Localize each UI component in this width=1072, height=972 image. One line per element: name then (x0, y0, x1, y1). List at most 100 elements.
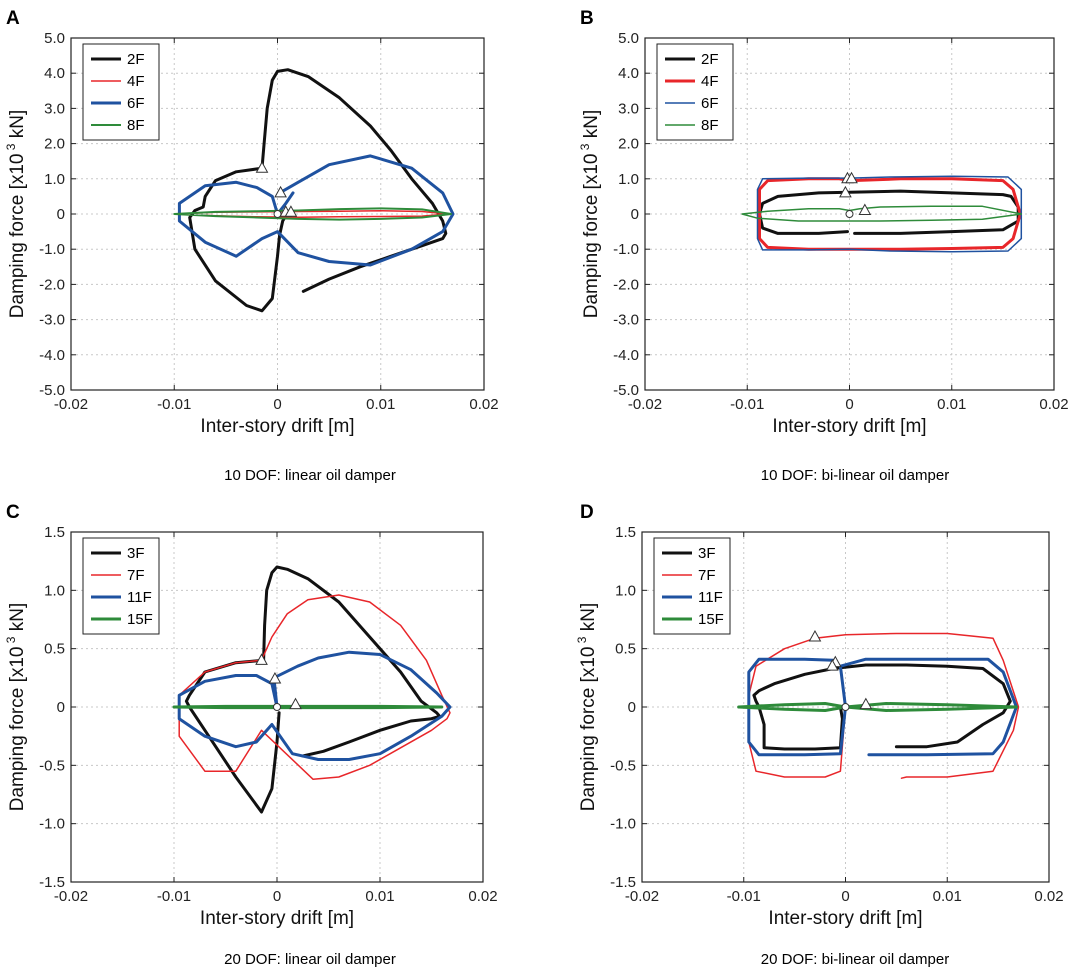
panel-a: -0.02 -0.01 0 0.01 0.02 -5.0 -4.0 -3.0 -2.0 -1.0 0… (4, 8, 499, 484)
legend-label-4f: 4F (127, 73, 145, 90)
x-tick-label: 0.01 (933, 888, 962, 905)
x-tick-label: -0.02 (625, 888, 659, 905)
series-line-3f-b (831, 663, 1012, 749)
legend-label-4f: 4F (701, 73, 719, 90)
y-tick-label: 2.0 (44, 136, 65, 153)
y-tick-label: -1.5 (610, 874, 636, 891)
y-tick-label: -4.0 (39, 347, 65, 364)
y-axis-label: Damping force [x10 3 kN] (4, 110, 28, 319)
triangle-marker (858, 203, 872, 215)
panel-letter: A (6, 8, 20, 29)
panel-caption: 20 DOF: bi-linear oil damper (761, 951, 949, 968)
triangle-marker (289, 697, 302, 710)
y-tick-label: -5.0 (39, 382, 65, 399)
y-axis-label: Damping force [x10 3 kN] (575, 603, 599, 812)
y-tick-label: -1.5 (39, 874, 65, 891)
y-tick-label: 1.5 (44, 524, 65, 541)
panel-d: -0.02 -0.01 0 0.01 0.02 -1.5 -1.0 -0.5 0 0.5 1.0 1.… (575, 502, 1064, 968)
y-tick-label: -1.0 (610, 816, 636, 833)
x-tick-label: -0.01 (157, 396, 191, 413)
y-tick-label: 0.5 (44, 641, 65, 658)
x-tick-label: -0.01 (727, 888, 761, 905)
series-line-8f (741, 205, 1023, 222)
y-tick-label: -0.5 (39, 757, 65, 774)
y-tick-label: -1.0 (39, 816, 65, 833)
x-axis-label: Inter-story drift [m] (200, 416, 354, 437)
triangle-marker (845, 171, 858, 184)
series-line-3f (752, 667, 844, 751)
x-tick-label: 0.01 (937, 396, 966, 413)
panel-caption: 10 DOF: bi-linear oil damper (761, 467, 949, 484)
legend-label-2f: 2F (701, 51, 719, 68)
y-tick-label: 3.0 (618, 100, 639, 117)
x-tick-label: -0.02 (54, 888, 88, 905)
series-group (741, 175, 1023, 253)
y-tick-label: 0 (631, 206, 639, 223)
y-tick-label: -5.0 (613, 382, 639, 399)
triangle-marker (284, 205, 298, 217)
legend-label-6f: 6F (701, 95, 719, 112)
y-tick-label: 1.0 (615, 582, 636, 599)
series-line-15f (172, 704, 444, 710)
x-tick-label: 0 (845, 396, 853, 413)
circle-marker (841, 703, 850, 711)
panel-letter: D (580, 502, 594, 523)
y-tick-label: 0 (57, 206, 65, 223)
x-tick-label: 0 (273, 888, 281, 905)
y-tick-label: 4.0 (618, 65, 639, 82)
triangle-marker (255, 653, 268, 665)
triangle-marker (839, 185, 852, 198)
series-line-6f (177, 154, 455, 267)
legend-label-6f: 6F (127, 95, 145, 112)
legend-label-3f: 3F (127, 545, 145, 562)
series-line-15f (737, 702, 1018, 712)
legend-label-11f: 11F (127, 589, 152, 606)
y-tick-label: 0 (628, 699, 636, 716)
x-tick-label: 0.02 (469, 396, 498, 413)
series-line-6f (756, 175, 1023, 253)
legend-label-8f: 8F (701, 117, 719, 134)
series-group (173, 68, 455, 313)
panel-caption: 20 DOF: linear oil damper (224, 951, 396, 968)
y-tick-label: -0.5 (610, 757, 636, 774)
legend-label-7f: 7F (127, 567, 145, 584)
x-tick-label: 0.02 (1039, 396, 1068, 413)
y-tick-label: -1.0 (613, 241, 639, 258)
y-axis-label: Damping force [x10 3 kN] (4, 603, 28, 812)
legend-label-11f: 11F (698, 589, 723, 606)
series-line-3f (262, 565, 442, 758)
x-tick-label: 0.02 (1034, 888, 1063, 905)
circle-marker (845, 210, 854, 218)
x-axis-label: Inter-story drift [m] (200, 908, 354, 929)
x-tick-label: -0.02 (54, 396, 88, 413)
y-tick-label: -1.0 (39, 241, 65, 258)
x-tick-label: 0.01 (365, 888, 394, 905)
panel-b: -0.02 -0.01 0 0.01 0.02 -5.0 -4.0 -3.0 -2.0 -1.0 0… (578, 8, 1069, 484)
panel-letter: B (580, 8, 594, 29)
legend-label-2f: 2F (127, 51, 145, 68)
panel-letter: C (6, 502, 20, 523)
y-tick-label: 4.0 (44, 65, 65, 82)
y-axis-label: Damping force [x10 3 kN] (578, 110, 602, 319)
y-tick-label: 3.0 (44, 100, 65, 117)
x-axis-label: Inter-story drift [m] (772, 416, 926, 437)
triangle-marker (274, 185, 287, 198)
y-tick-label: 1.0 (618, 171, 639, 188)
y-tick-label: -2.0 (39, 276, 65, 293)
y-tick-label: 5.0 (44, 30, 65, 47)
x-tick-label: -0.01 (730, 396, 764, 413)
triangle-marker (808, 629, 822, 642)
series-line-2f-b (188, 166, 288, 313)
series-line-7f (178, 594, 451, 781)
circle-marker (273, 210, 282, 218)
circle-marker (273, 703, 281, 711)
y-tick-label: 5.0 (618, 30, 639, 47)
x-axis-label: Inter-story drift [m] (768, 908, 922, 929)
x-tick-label: 0.02 (468, 888, 497, 905)
series-line-4f (758, 177, 1022, 251)
series-line-7f-b (748, 637, 847, 778)
y-tick-label: 1.5 (615, 524, 636, 541)
x-tick-label: -0.02 (628, 396, 662, 413)
triangle-marker (825, 659, 839, 671)
